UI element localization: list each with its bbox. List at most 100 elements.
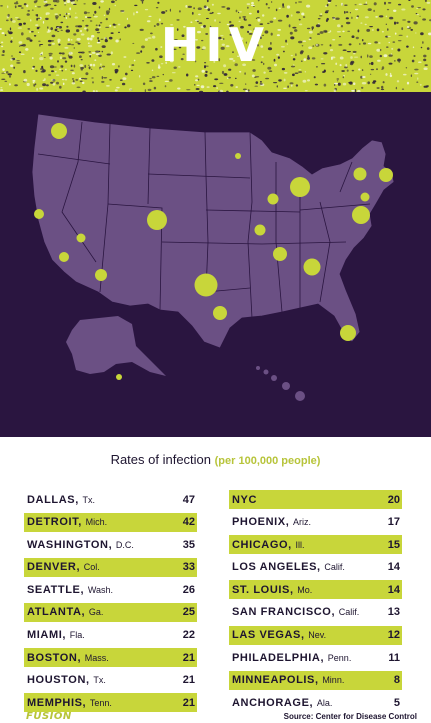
texture-speck bbox=[211, 33, 214, 36]
texture-speck bbox=[337, 24, 341, 28]
alaska-shape bbox=[66, 316, 166, 376]
texture-speck bbox=[67, 43, 72, 45]
texture-speck bbox=[183, 25, 186, 28]
texture-speck bbox=[366, 28, 371, 32]
texture-speck bbox=[20, 44, 24, 47]
texture-speck bbox=[353, 53, 356, 55]
texture-speck bbox=[59, 68, 62, 70]
city-label: SAN FRANCISCO, bbox=[232, 606, 336, 619]
texture-speck bbox=[277, 29, 282, 31]
texture-speck bbox=[23, 70, 26, 74]
texture-speck bbox=[340, 25, 344, 28]
texture-speck bbox=[293, 64, 295, 66]
texture-speck bbox=[9, 83, 11, 86]
texture-speck bbox=[105, 17, 108, 21]
texture-speck bbox=[151, 59, 155, 62]
texture-speck bbox=[203, 5, 207, 9]
texture-speck bbox=[150, 32, 153, 35]
texture-speck bbox=[62, 82, 65, 86]
rates-table-left: DALLAS, Tx. 47 DETROIT, Mich. 42 WASHINGTON,… bbox=[24, 490, 197, 716]
texture-speck bbox=[185, 5, 188, 8]
table-row: BOSTON, Mass. 21 bbox=[24, 648, 197, 668]
texture-speck bbox=[308, 38, 311, 41]
texture-speck bbox=[376, 48, 381, 52]
city-name: HOUSTON, Tx. bbox=[27, 674, 106, 686]
texture-speck bbox=[91, 51, 96, 54]
texture-speck bbox=[257, 10, 260, 14]
texture-speck bbox=[196, 46, 201, 49]
texture-speck bbox=[235, 9, 238, 13]
texture-speck bbox=[86, 12, 90, 14]
texture-speck bbox=[243, 17, 246, 21]
texture-speck bbox=[351, 35, 355, 38]
state-abbrev: Ga. bbox=[88, 607, 104, 618]
city-label: LOS ANGELES, bbox=[232, 561, 321, 574]
texture-speck bbox=[32, 57, 34, 60]
texture-speck bbox=[92, 90, 95, 92]
texture-speck bbox=[180, 58, 184, 61]
texture-speck bbox=[327, 0, 332, 3]
texture-speck bbox=[110, 32, 114, 34]
city-name: NYC bbox=[232, 494, 257, 506]
texture-speck bbox=[92, 63, 96, 67]
texture-speck bbox=[75, 25, 80, 28]
texture-speck bbox=[8, 31, 13, 35]
texture-speck bbox=[73, 47, 76, 49]
texture-speck bbox=[242, 88, 247, 91]
texture-speck bbox=[361, 69, 364, 71]
texture-speck bbox=[385, 35, 389, 38]
texture-speck bbox=[0, 41, 4, 44]
city-dot-st-louis bbox=[254, 224, 266, 236]
texture-speck bbox=[361, 86, 364, 89]
texture-speck bbox=[256, 17, 260, 19]
texture-speck bbox=[105, 26, 110, 28]
texture-speck bbox=[129, 88, 133, 91]
texture-speck bbox=[290, 65, 296, 68]
texture-speck bbox=[298, 71, 303, 73]
texture-speck bbox=[306, 4, 311, 8]
city-dot-denver bbox=[147, 210, 167, 230]
texture-speck bbox=[335, 17, 340, 20]
texture-speck bbox=[369, 55, 373, 58]
texture-speck bbox=[209, 72, 213, 75]
texture-speck bbox=[336, 78, 340, 80]
texture-speck bbox=[26, 4, 29, 8]
infection-rate: 12 bbox=[387, 629, 400, 642]
texture-speck bbox=[47, 39, 52, 43]
texture-speck bbox=[54, 13, 58, 15]
city-label: DENVER, bbox=[27, 561, 81, 574]
texture-speck bbox=[124, 26, 127, 29]
city-dot-chicago bbox=[267, 193, 279, 205]
texture-speck bbox=[101, 80, 105, 83]
table-row: LOS ANGELES, Calif. 14 bbox=[229, 558, 402, 577]
texture-speck bbox=[364, 23, 367, 26]
texture-speck bbox=[39, 44, 44, 45]
texture-speck bbox=[130, 69, 134, 72]
city-dots bbox=[34, 123, 393, 380]
texture-speck bbox=[197, 78, 200, 81]
texture-speck bbox=[80, 51, 85, 54]
texture-speck bbox=[302, 79, 307, 83]
texture-speck bbox=[103, 14, 106, 16]
texture-speck bbox=[55, 74, 60, 76]
texture-speck bbox=[237, 55, 240, 57]
texture-speck bbox=[221, 6, 226, 8]
texture-speck bbox=[80, 77, 85, 80]
texture-speck bbox=[7, 30, 10, 33]
texture-speck bbox=[358, 68, 361, 71]
city-label: CHICAGO, bbox=[232, 538, 292, 551]
texture-speck bbox=[375, 16, 378, 18]
texture-speck bbox=[59, 56, 62, 60]
texture-speck bbox=[337, 82, 341, 86]
page-title: HIV bbox=[160, 18, 271, 72]
texture-speck bbox=[426, 1, 431, 4]
table-row: CHICAGO, Ill. 15 bbox=[229, 535, 402, 555]
texture-speck bbox=[48, 74, 52, 76]
texture-speck bbox=[339, 56, 344, 60]
texture-speck bbox=[301, 12, 305, 16]
texture-speck bbox=[93, 14, 95, 16]
city-label: NYC bbox=[232, 493, 258, 506]
texture-speck bbox=[219, 89, 224, 92]
texture-speck bbox=[295, 53, 297, 57]
texture-speck bbox=[74, 16, 78, 19]
